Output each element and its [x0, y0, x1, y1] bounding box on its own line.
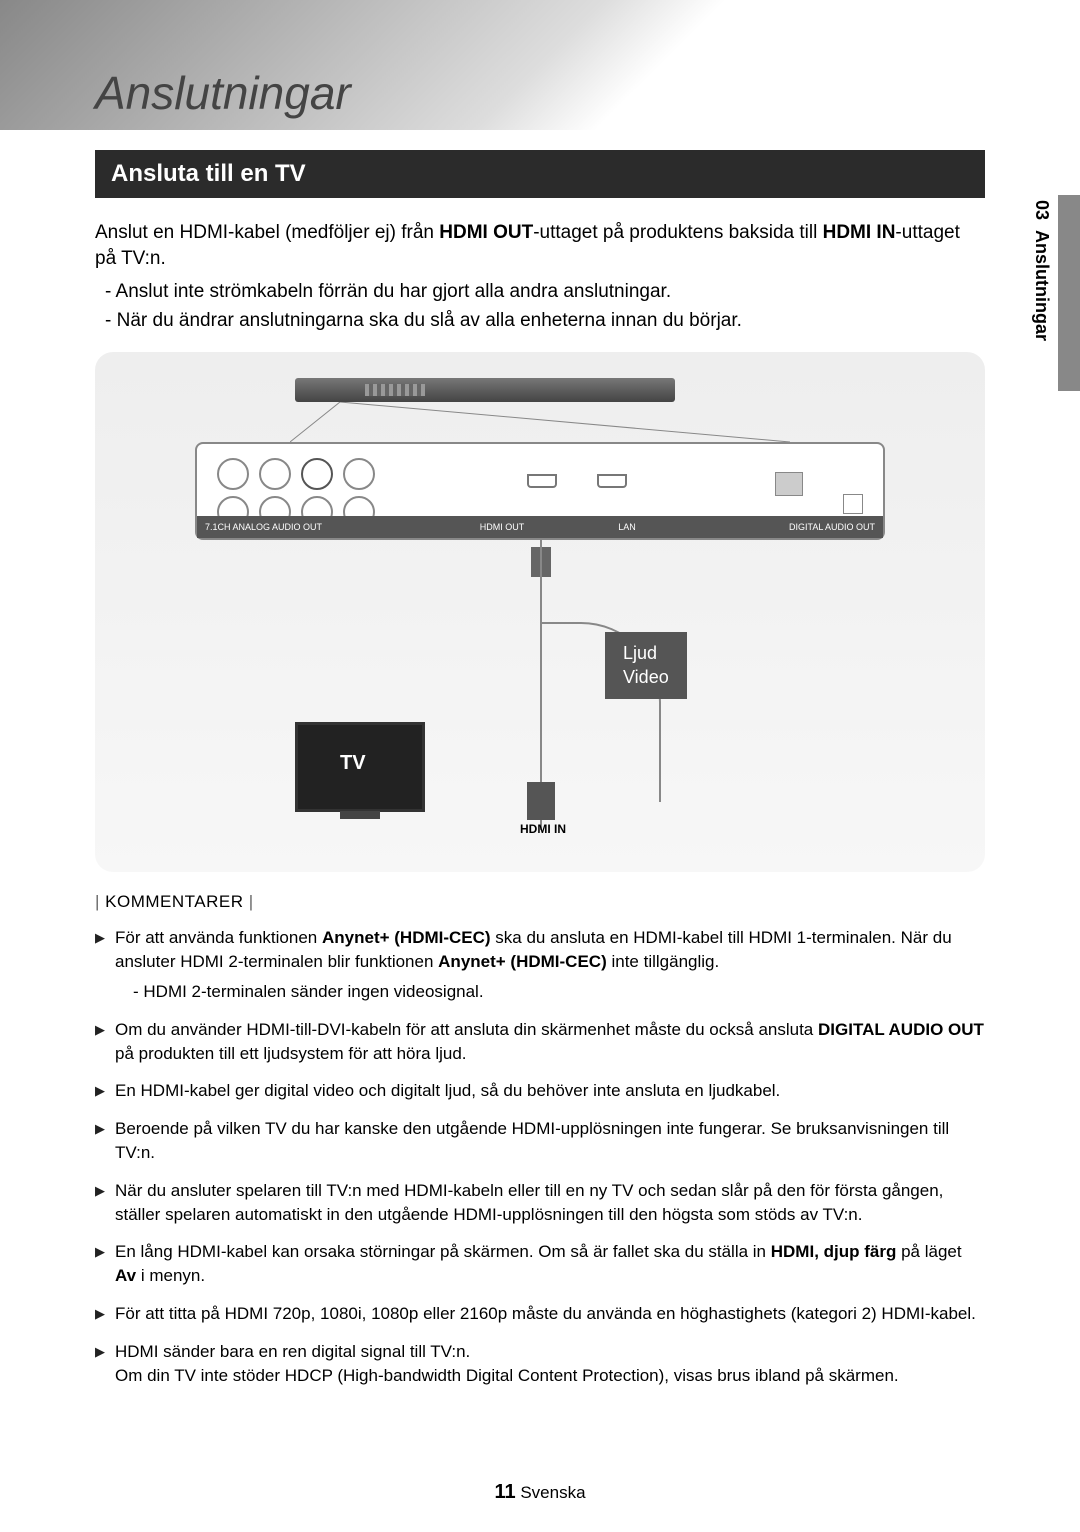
- bullet-icon: ▶: [95, 926, 105, 1003]
- page-footer: 11 Svenska: [0, 1481, 1080, 1504]
- page-lang: Svenska: [520, 1483, 585, 1502]
- comments-header: | KOMMENTARER |: [95, 892, 985, 912]
- comments-header-text: KOMMENTARER: [105, 892, 243, 911]
- side-label: 03 Anslutningar: [1031, 200, 1052, 341]
- lan-port: [775, 472, 803, 496]
- comment-body: HDMI sänder bara en ren digital signal t…: [115, 1340, 899, 1388]
- comment-sub: - HDMI 2-terminalen sänder ingen videosi…: [133, 980, 985, 1004]
- hdmi-in-label: HDMI IN: [520, 822, 566, 836]
- bullet-icon: ▶: [95, 1302, 105, 1326]
- intro-bold1: HDMI OUT: [439, 222, 533, 243]
- hdmi-plug-bottom: [527, 782, 555, 820]
- side-tab: [1058, 195, 1080, 391]
- av-ljud: Ljud: [623, 642, 669, 665]
- comment-item: ▶Beroende på vilken TV du har kanske den…: [95, 1117, 985, 1165]
- comment-body: För att titta på HDMI 720p, 1080i, 1080p…: [115, 1302, 976, 1326]
- intro-mid: -uttaget på produktens baksida till: [533, 222, 822, 243]
- comment-item: ▶ En HDMI-kabel ger digital video och dig…: [95, 1079, 985, 1103]
- comment-body: Om du använder HDMI-till-DVI-kabeln för …: [115, 1018, 985, 1066]
- comment-item: ▶HDMI sänder bara en ren digital signal …: [95, 1340, 985, 1388]
- comment-body: En HDMI-kabel ger digital video och digi…: [115, 1079, 780, 1103]
- bullet-icon: ▶: [95, 1340, 105, 1388]
- bullet-icon: ▶: [95, 1179, 105, 1227]
- intro-dash-2: - När du ändrar anslutningarna ska du sl…: [105, 308, 985, 335]
- comment-body: En lång HDMI-kabel kan orsaka störningar…: [115, 1240, 985, 1288]
- comment-body: Beroende på vilken TV du har kanske den …: [115, 1117, 985, 1165]
- comment-item: ▶ För att titta på HDMI 720p, 1080i, 1080…: [95, 1302, 985, 1326]
- content: Ansluta till en TV Anslut en HDMI-kabel …: [0, 130, 1080, 1387]
- comment-body: För att använda funktionen Anynet+ (HDMI…: [115, 926, 985, 1003]
- label-analog: 7.1CH ANALOG AUDIO OUT: [197, 522, 427, 532]
- comment-item: ▶För att använda funktionen Anynet+ (HDM…: [95, 926, 985, 1003]
- bullet-icon: ▶: [95, 1117, 105, 1165]
- comments-list: ▶För att använda funktionen Anynet+ (HDM…: [95, 926, 985, 1387]
- intro-paragraph: Anslut en HDMI-kabel (medföljer ej) från…: [95, 220, 985, 271]
- comment-item: ▶När du ansluter spelaren till TV:n med …: [95, 1179, 985, 1227]
- chapter-title: Anslutningar: [95, 66, 351, 120]
- label-hdmi: HDMI OUT: [427, 522, 577, 532]
- av-label: Ljud Video: [605, 632, 687, 699]
- comment-item: ▶Om du använder HDMI-till-DVI-kabeln för…: [95, 1018, 985, 1066]
- hdmi-ports: [527, 474, 627, 488]
- intro-dash-1: - Anslut inte strömkabeln förrän du har …: [105, 279, 985, 306]
- header-band: Anslutningar: [0, 0, 1080, 130]
- panel-label-strip: 7.1CH ANALOG AUDIO OUT HDMI OUT LAN DIGI…: [197, 516, 883, 538]
- hdmi-port-sub: [527, 474, 557, 488]
- bullet-icon: ▶: [95, 1018, 105, 1066]
- connection-diagram: 7.1CH ANALOG AUDIO OUT HDMI OUT LAN DIGI…: [95, 352, 985, 872]
- label-digital: DIGITAL AUDIO OUT: [677, 522, 883, 532]
- back-panel: 7.1CH ANALOG AUDIO OUT HDMI OUT LAN DIGI…: [195, 442, 885, 540]
- av-video: Video: [623, 666, 669, 689]
- page-number: 11: [494, 1481, 515, 1503]
- side-text: Anslutningar: [1032, 230, 1052, 341]
- bullet-icon: ▶: [95, 1240, 105, 1288]
- callout-lines: [290, 402, 790, 442]
- tv-label: TV: [340, 752, 366, 775]
- side-num: 03: [1032, 200, 1052, 220]
- bullet-icon: ▶: [95, 1079, 105, 1103]
- device-top-view: [295, 378, 675, 402]
- section-bar: Ansluta till en TV: [95, 150, 985, 198]
- intro-bold2: HDMI IN: [823, 222, 896, 243]
- hdmi-port-main: [597, 474, 627, 488]
- intro-list: - Anslut inte strömkabeln förrän du har …: [95, 279, 985, 334]
- intro-pre: Anslut en HDMI-kabel (medföljer ej) från: [95, 222, 439, 243]
- label-lan: LAN: [577, 522, 677, 532]
- optical-port: [843, 494, 863, 514]
- comment-body: När du ansluter spelaren till TV:n med H…: [115, 1179, 985, 1227]
- comment-item: ▶En lång HDMI-kabel kan orsaka störninga…: [95, 1240, 985, 1288]
